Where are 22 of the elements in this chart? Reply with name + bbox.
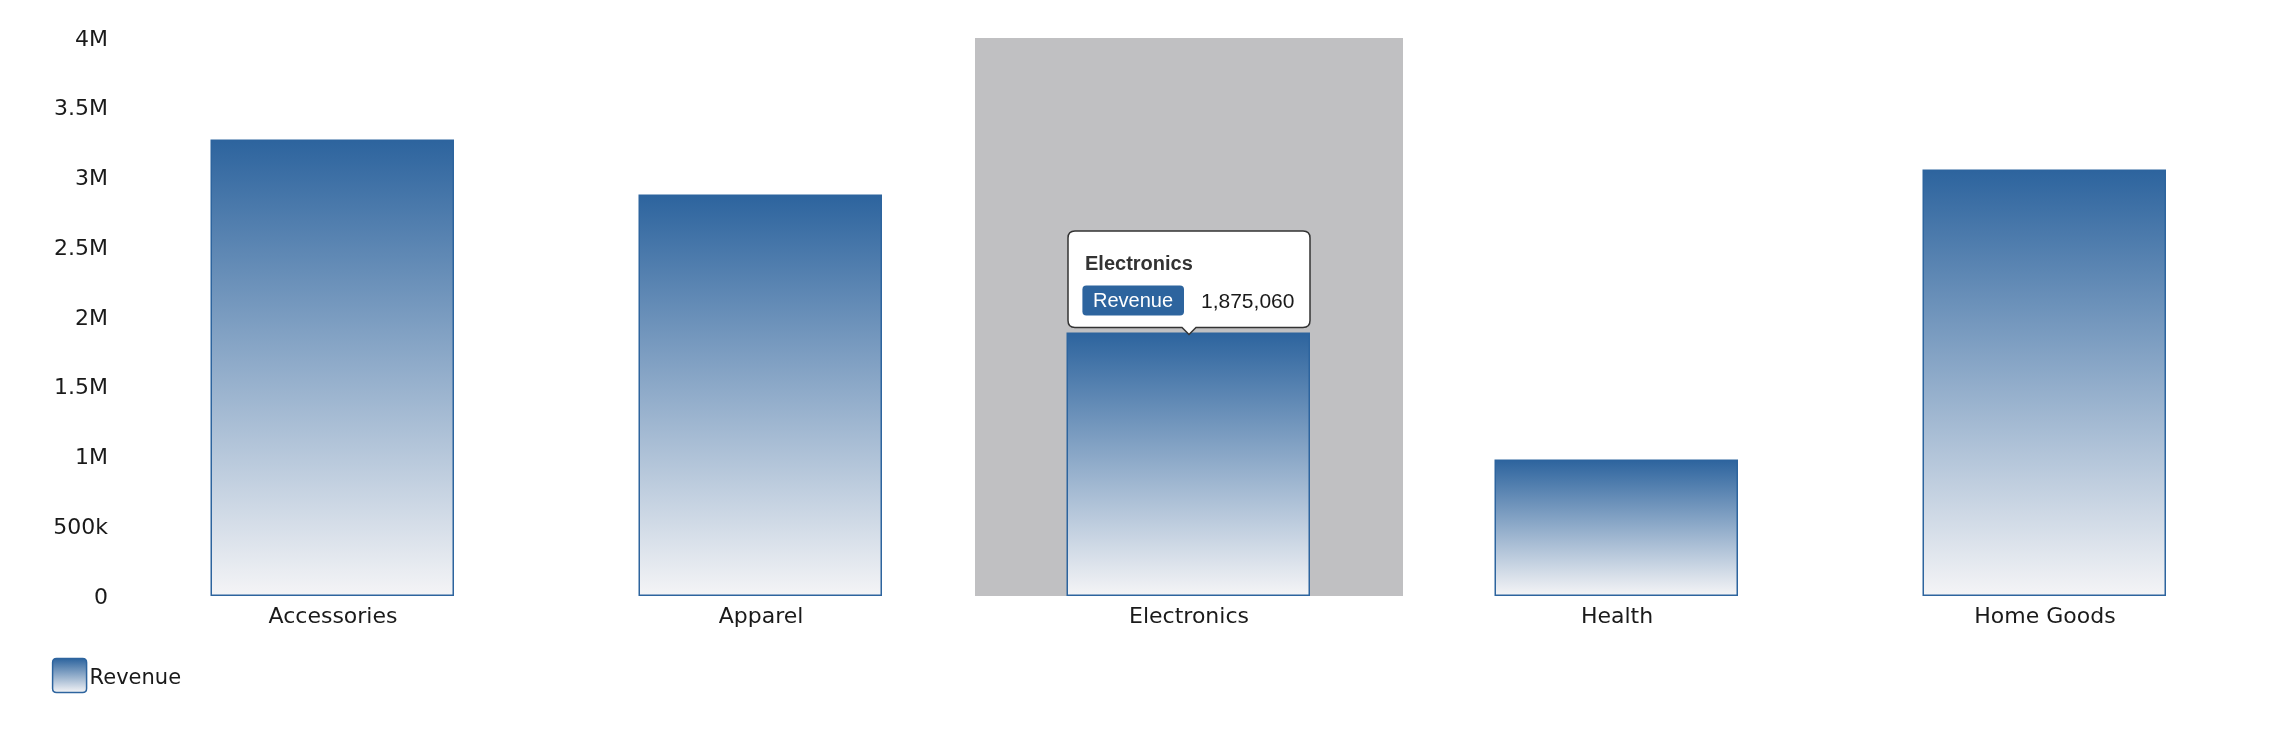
y-tick-label: 500k <box>53 513 109 539</box>
y-tick-label: 4M <box>75 25 108 51</box>
y-tick-label: 1.5M <box>54 374 108 400</box>
y-tick-label: 3.5M <box>54 95 108 121</box>
x-tick-label: Accessories <box>268 603 398 628</box>
x-tick-label: Home Goods <box>1974 603 2116 628</box>
y-tick-label: 1M <box>75 444 108 470</box>
x-tick-label: Electronics <box>1129 603 1249 628</box>
y-tick-label: 2.5M <box>54 234 108 260</box>
x-tick-label: Health <box>1580 603 1654 628</box>
x-tick-label: Apparel <box>718 603 804 628</box>
legend-label: Revenue <box>89 664 182 689</box>
y-tick-label: 3M <box>75 165 108 191</box>
bar <box>210 139 454 596</box>
bar <box>1922 169 2166 596</box>
bar <box>1494 459 1738 596</box>
annotation: Revenue <box>1093 289 1174 311</box>
annotation: Electronics <box>1085 252 1193 274</box>
bar <box>638 194 882 596</box>
data-label: 1,875,060 <box>1201 289 1295 312</box>
y-tick-label: 0 <box>94 583 108 609</box>
y-tick-label: 2M <box>75 304 108 330</box>
